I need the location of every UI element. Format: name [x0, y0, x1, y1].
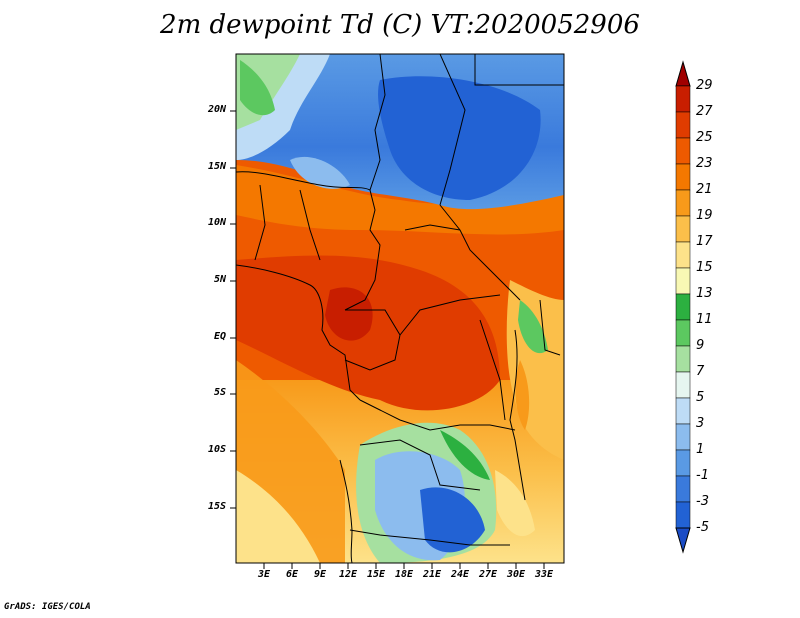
colorbar-label: 5 — [696, 390, 705, 405]
lat-label: 10N — [207, 217, 226, 228]
colorbar-swatch — [675, 85, 691, 113]
colorbar-swatch — [675, 111, 691, 139]
colorbar-label: -3 — [696, 494, 709, 509]
colorbar-label: 27 — [696, 104, 713, 119]
colorbar-swatch — [675, 267, 691, 295]
colorbar-swatch — [675, 475, 691, 503]
colorbar-swatch — [675, 423, 691, 451]
lat-label: 20N — [207, 104, 226, 115]
colorbar-label: 15 — [696, 260, 713, 275]
map-frame — [235, 53, 565, 564]
lon-label: 3E — [257, 569, 271, 580]
lat-label: 5N — [213, 274, 226, 285]
colorbar-label: 19 — [696, 208, 713, 223]
colorbar-swatch — [675, 397, 691, 425]
colorbar-top-arrow — [675, 60, 691, 87]
lon-label: 9E — [313, 569, 327, 580]
colorbar-label: 9 — [696, 338, 705, 353]
lon-label: 24E — [450, 569, 470, 580]
colorbar-label: 3 — [696, 416, 705, 431]
colorbar-label: 17 — [696, 234, 713, 249]
colorbar-label: 1 — [696, 442, 705, 457]
country-borders — [236, 54, 564, 563]
colorbar-label: 25 — [696, 130, 713, 145]
colorbar-swatch — [675, 371, 691, 399]
colorbar-label: 21 — [696, 182, 713, 197]
lon-label: 12E — [338, 569, 358, 580]
colorbar-label: 23 — [696, 156, 713, 171]
colorbar-swatch — [675, 163, 691, 191]
lat-label: 15S — [207, 501, 226, 512]
colorbar-swatch — [675, 449, 691, 477]
map-title: 2m dewpoint Td (C) VT:2020052906 — [160, 10, 640, 40]
colorbar-label: -1 — [696, 468, 709, 483]
lon-label: 6E — [285, 569, 299, 580]
lon-label: 30E — [506, 569, 526, 580]
colorbar-bottom-arrow — [675, 527, 691, 554]
colorbar-swatch — [675, 137, 691, 165]
lat-label: 5S — [213, 387, 226, 398]
colorbar-swatch — [675, 345, 691, 373]
dewpoint-field — [236, 54, 564, 563]
lon-label: 15E — [366, 569, 386, 580]
lat-label: EQ — [213, 331, 226, 342]
colorbar-label: 11 — [696, 312, 713, 327]
lat-label: 10S — [207, 444, 226, 455]
colorbar-label: 29 — [696, 78, 713, 93]
lon-label: 27E — [478, 569, 498, 580]
colorbar-swatch — [675, 215, 691, 243]
colorbar-swatch — [675, 241, 691, 269]
lon-label: 18E — [394, 569, 414, 580]
colorbar-label: 13 — [696, 286, 713, 301]
colorbar-swatch — [675, 319, 691, 347]
colorbar-swatch — [675, 293, 691, 321]
colorbar-label: 7 — [696, 364, 705, 379]
lat-label: 15N — [207, 161, 226, 172]
colorbar-swatch — [675, 501, 691, 529]
colorbar-label: -5 — [696, 520, 709, 535]
colorbar-swatch — [675, 189, 691, 217]
axis-ticks — [230, 110, 545, 569]
grads-credit: GrADS: IGES/COLA — [4, 602, 91, 612]
colorbar — [675, 60, 691, 554]
lon-label: 33E — [534, 569, 554, 580]
lon-label: 21E — [422, 569, 442, 580]
